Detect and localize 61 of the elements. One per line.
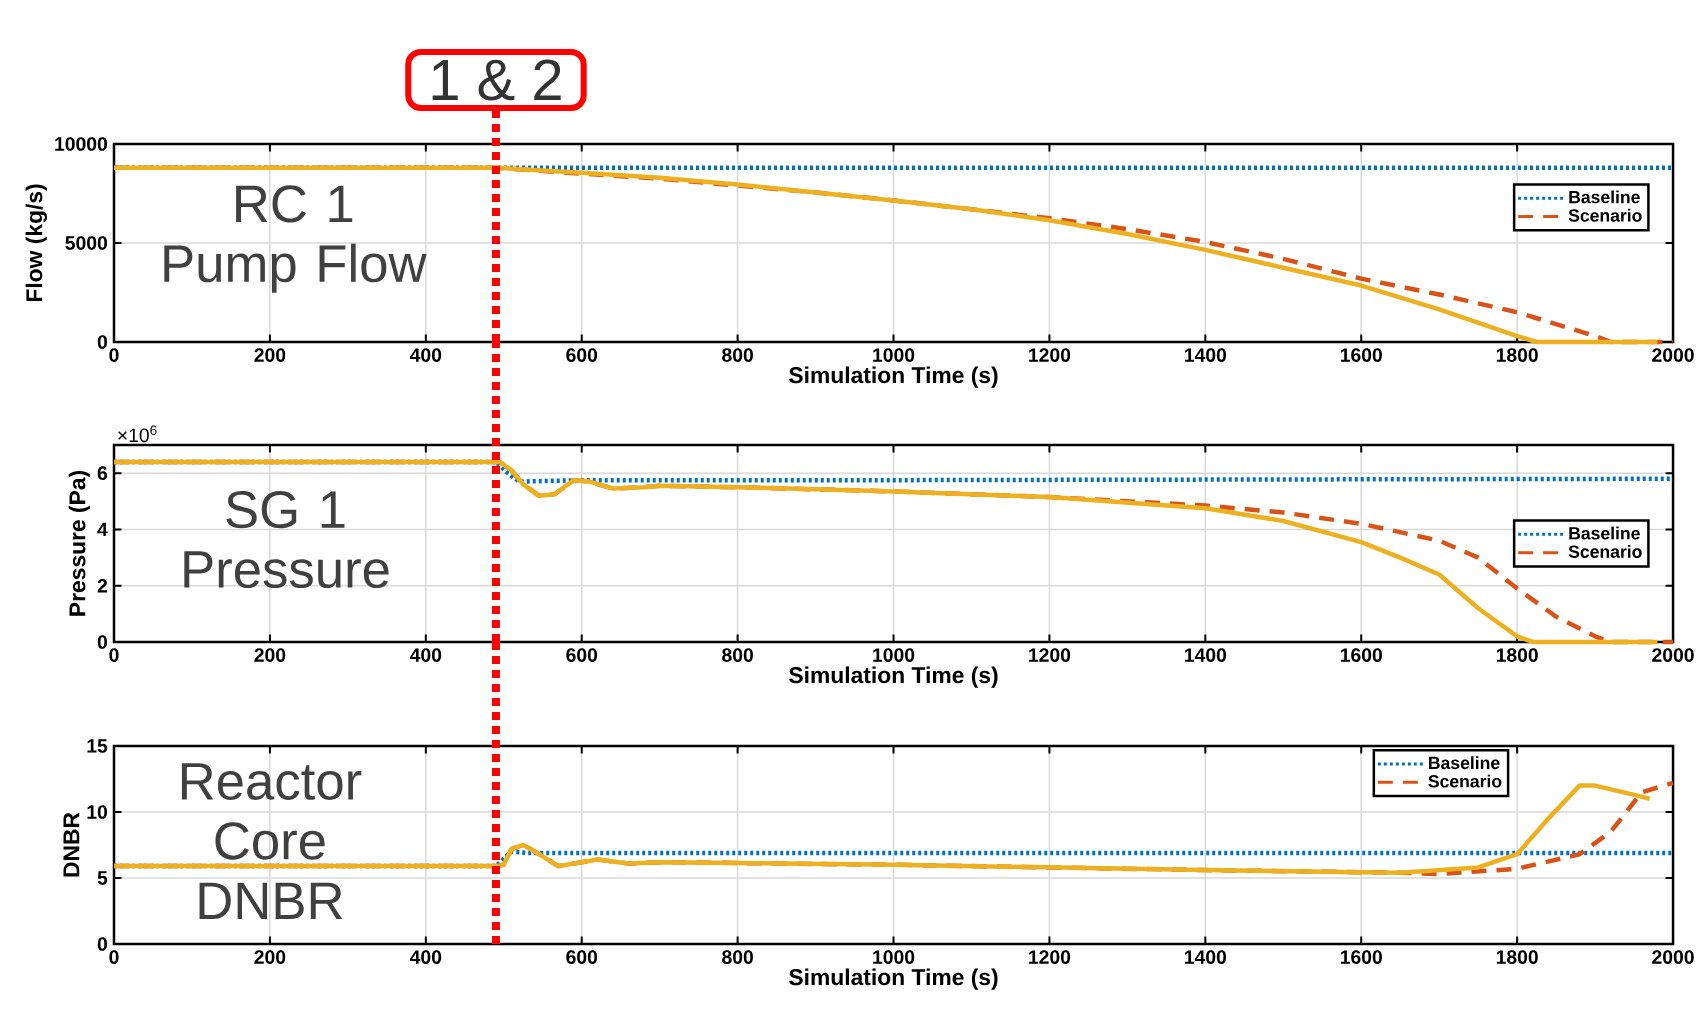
x-tick-label: 0 — [109, 950, 119, 964]
y-tick-label: 2 — [97, 578, 108, 593]
y-tick-label: 5000 — [65, 236, 107, 250]
x-tick-label: 200 — [254, 950, 286, 964]
x-tick-label: 0 — [109, 348, 119, 362]
x-tick-label: 400 — [409, 950, 442, 964]
x-tick-label: 600 — [566, 950, 598, 964]
x-tick-label: 1400 — [1185, 950, 1227, 964]
x-tick-label: 2000 — [1652, 950, 1694, 964]
legend-label: Baseline — [1569, 190, 1640, 204]
x-tick-label: 0 — [109, 648, 119, 662]
legend-label: Scenario — [1568, 208, 1642, 222]
y-tick-label: 0 — [97, 937, 107, 951]
annotation: Reactor Core DNBR — [181, 763, 362, 919]
x-tick-label: 1600 — [1340, 348, 1382, 362]
x-tick-label: 1400 — [1185, 648, 1227, 662]
x-tick-label: 1600 — [1340, 950, 1382, 964]
x-tick-label: 1200 — [1029, 648, 1071, 662]
x-tick-label: 800 — [722, 648, 753, 662]
y-tick-label: 10 — [87, 805, 107, 819]
y-tick-label: 0 — [97, 335, 107, 349]
text: 1 & 2 — [432, 59, 561, 101]
legend-label: Baseline — [1429, 756, 1500, 770]
legend-label: Scenario — [1428, 774, 1502, 788]
x-tick-label: 600 — [566, 648, 598, 662]
x-tick-label: 400 — [409, 648, 442, 662]
y-axis-title: DNBR — [63, 812, 80, 877]
x-tick-label: 1000 — [873, 648, 915, 662]
x-tick-label: 400 — [409, 348, 442, 362]
x-axis-title: Simulation Time (s) — [789, 968, 998, 990]
x-tick-label: 1200 — [1029, 348, 1071, 362]
y-tick-label: 0 — [97, 635, 107, 649]
x-tick-label: 1000 — [873, 348, 915, 362]
y-tick-label: 5 — [97, 871, 108, 885]
x-tick-label: 2000 — [1652, 648, 1694, 662]
x-tick-label: 800 — [722, 950, 753, 964]
x-tick-label: 2000 — [1652, 348, 1694, 362]
legend-label: Scenario — [1568, 545, 1642, 558]
y-axis-title: Pressure (Pa) — [68, 471, 90, 616]
x-tick-label: 200 — [254, 648, 286, 662]
x-tick-label: 1800 — [1496, 648, 1538, 662]
legend-label: Baseline — [1569, 526, 1640, 540]
x-axis-title: Simulation Time (s) — [789, 666, 998, 688]
annotation: SG 1 Pressure — [184, 491, 389, 589]
y-tick-label: 10000 — [55, 137, 107, 151]
x-tick-label: 800 — [722, 348, 753, 362]
y-tick-label: 4 — [97, 522, 108, 537]
x-tick-label: 1800 — [1496, 348, 1538, 362]
x-tick-label: 1200 — [1029, 950, 1071, 964]
x-tick-label: 1000 — [873, 950, 915, 964]
x-tick-label: 600 — [566, 348, 598, 362]
x-axis-title: Simulation Time (s) — [789, 366, 998, 388]
y-tick-label: 6 — [97, 466, 108, 480]
x-tick-label: 1400 — [1185, 348, 1227, 362]
y-axis-title: Flow (kg/s) — [25, 184, 47, 302]
x-tick-label: 1600 — [1340, 648, 1382, 662]
annotation: RC 1 Pump Flow — [164, 185, 427, 293]
text: ×10$^{6}$ — [118, 425, 157, 443]
x-tick-label: 200 — [254, 348, 286, 362]
y-tick-label: 15 — [87, 739, 108, 753]
x-tick-label: 1800 — [1496, 950, 1538, 964]
